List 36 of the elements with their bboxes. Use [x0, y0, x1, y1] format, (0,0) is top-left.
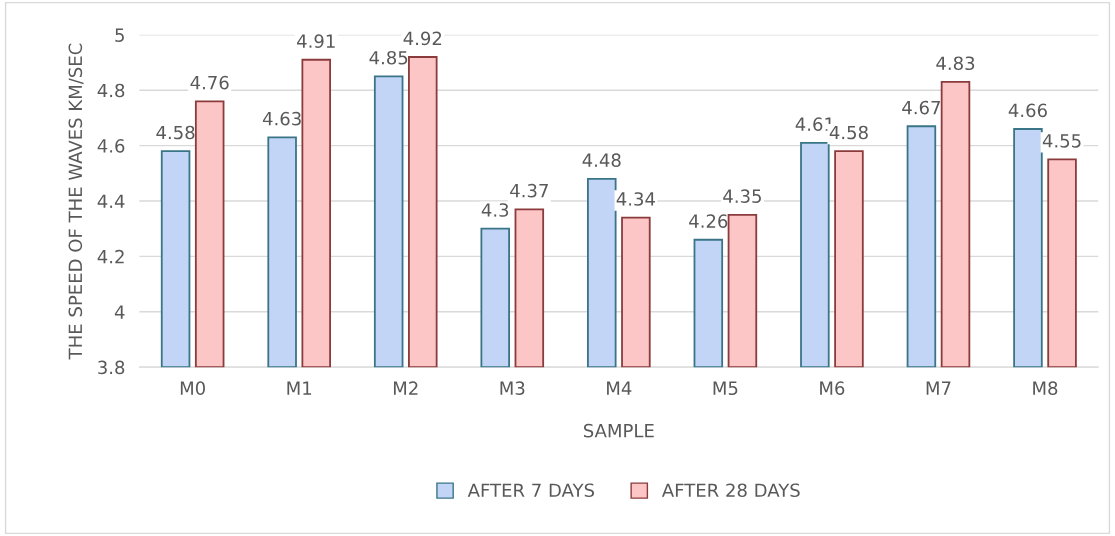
data-label: 4.58 [156, 125, 195, 140]
x-tick-label: M3 [500, 381, 525, 396]
y-tick-label: 3.8 [98, 360, 125, 375]
y-tick-label: 5 [115, 28, 124, 42]
x-axis-title: SAMPLE [583, 423, 654, 438]
y-tick-label: 4.6 [97, 139, 125, 153]
data-label: 4.55 [1042, 134, 1081, 148]
x-tick-label: M6 [820, 381, 845, 396]
data-label: 4.76 [190, 75, 229, 90]
data-label: 4.67 [902, 100, 940, 115]
data-label: 4.85 [369, 50, 408, 65]
data-label: 4.91 [297, 34, 335, 48]
x-tick-label: M1 [287, 381, 312, 395]
data-label: 4.63 [262, 111, 301, 126]
y-tick-label: 4.4 [97, 194, 125, 208]
y-tick-label: 4.8 [97, 83, 125, 98]
x-tick-label: M2 [393, 381, 418, 395]
x-tick-label: M7 [926, 381, 951, 395]
data-label: 4.83 [936, 56, 975, 71]
x-tick-label: M0 [180, 381, 205, 396]
data-label: 4.48 [582, 153, 621, 168]
y-axis-title: THE SPEED OF THE WAVES KM/SEC [68, 43, 84, 360]
data-label: 4.92 [403, 31, 442, 46]
y-tick-label: 4 [114, 305, 125, 319]
data-label: 4.26 [689, 214, 728, 228]
data-label: 4.34 [616, 192, 655, 206]
x-tick-label: M5 [713, 381, 738, 396]
data-label: 4.37 [510, 183, 548, 198]
y-tick-label: 4.2 [97, 249, 124, 264]
x-tick-label: M4 [607, 381, 632, 395]
data-label: 4.35 [723, 189, 761, 204]
x-tick-label: M8 [1033, 381, 1058, 396]
data-label: 4.3 [481, 203, 509, 217]
legend-label: AFTER 7 DAYS [467, 483, 595, 498]
data-label: 4.66 [1008, 103, 1047, 118]
legend-label: AFTER 28 DAYS [661, 483, 800, 498]
